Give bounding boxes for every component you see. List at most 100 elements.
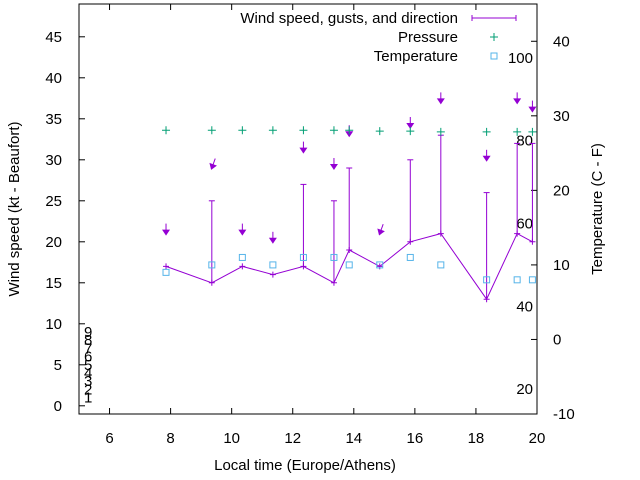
y-left-tick-label: 10: [45, 316, 62, 333]
beaufort-label: 6: [84, 349, 92, 366]
temperature-point: [299, 253, 307, 261]
temperature-point: [483, 276, 491, 284]
arrow-head: [436, 98, 445, 105]
y-right-tick-label: -10: [553, 406, 575, 423]
pressure-point: [162, 126, 171, 135]
temperature-point: [513, 276, 521, 284]
arrow-head: [238, 229, 247, 236]
wind-direction-arrow: [162, 223, 171, 236]
legend-swatch-temperature: [490, 52, 498, 60]
pressure-point: [482, 127, 491, 136]
wind-speed-point: [208, 279, 215, 286]
pressure-point: [528, 127, 537, 136]
y-left-tick-label: 0: [54, 398, 62, 415]
x-tick-label: 8: [166, 430, 174, 447]
y-left-tick-label: 35: [45, 111, 62, 128]
beaufort-label: 7: [84, 340, 92, 357]
wind-speed-point: [300, 263, 307, 270]
wind-direction-arrow: [268, 231, 277, 244]
arrow-head: [482, 155, 491, 162]
pressure-point: [238, 126, 247, 135]
pressure-point: [436, 127, 445, 136]
beaufort-label: 8: [84, 332, 92, 349]
fahrenheit-label: 40: [516, 298, 533, 315]
arrow-head: [528, 106, 537, 113]
arrow-head: [406, 123, 415, 129]
wind-speed-point: [239, 263, 246, 270]
y-left-tick-label: 25: [45, 193, 62, 210]
wind-speed-point: [346, 247, 353, 253]
legend-label: Pressure: [398, 29, 458, 46]
fahrenheit-label: 80: [516, 133, 533, 150]
pressure-point: [513, 127, 522, 136]
y-axis-left-title: Wind speed (kt - Beaufort): [6, 121, 23, 296]
arrow-head: [377, 228, 385, 236]
wind-direction-arrow: [238, 223, 247, 236]
pressure-point: [329, 126, 338, 135]
y-left-tick-label: 15: [45, 275, 62, 292]
wind-speed-point: [529, 238, 536, 245]
beaufort-label: 1: [84, 390, 92, 407]
temperature-point: [406, 253, 414, 261]
wind-speed-point: [163, 263, 170, 270]
beaufort-label: 2: [84, 381, 92, 398]
arrow-head: [513, 98, 522, 105]
fahrenheit-label: 60: [516, 215, 533, 232]
y-right-tick-label: 30: [553, 108, 570, 125]
temperature-point: [528, 276, 536, 284]
pressure-point: [375, 127, 384, 136]
wind-direction-arrow: [209, 158, 217, 170]
wind-speed-point: [514, 230, 521, 237]
y-left-tick-label: 30: [45, 152, 62, 169]
x-tick-label: 12: [284, 430, 301, 447]
legend-label: Wind speed, gusts, and direction: [240, 10, 458, 27]
wind-direction-arrow: [513, 92, 522, 105]
x-tick-label: 18: [468, 430, 485, 447]
y-right-tick-label: 0: [553, 331, 561, 348]
y-left-tick-label: 5: [54, 357, 62, 374]
arrow-head: [209, 162, 217, 170]
beaufort-label: 5: [84, 357, 92, 374]
x-tick-label: 10: [223, 430, 240, 447]
temperature-point: [330, 253, 338, 261]
arrow-head: [299, 147, 308, 154]
series-layer: [162, 92, 537, 303]
temperature-point: [437, 261, 445, 269]
temperature-point: [376, 261, 384, 269]
arrow-head: [329, 164, 338, 170]
y-left-tick-label: 45: [45, 29, 62, 46]
wind-speed-point: [483, 296, 490, 303]
y-left-tick-label: 40: [45, 70, 62, 87]
wind-speed-point: [330, 279, 337, 286]
wind-direction-arrow: [329, 158, 338, 170]
temperature-point: [345, 261, 353, 269]
beaufort-label: 4: [84, 365, 92, 382]
legend-label: Temperature: [374, 48, 458, 65]
beaufort-label: 9: [84, 324, 92, 341]
pressure-point: [406, 127, 415, 136]
wind-speed-point: [407, 238, 414, 245]
temperature-point: [208, 261, 216, 269]
temperature-point: [269, 261, 277, 269]
pressure-point: [268, 126, 277, 135]
temperature-point: [238, 253, 246, 261]
legend-swatch-pressure: [490, 33, 498, 41]
x-tick-label: 16: [407, 430, 424, 447]
tick-layer: 6 8 10 12 14 16 18 20051015202530354045-1001020…: [45, 4, 575, 447]
wind-direction-arrow: [436, 92, 445, 105]
y-axis-right-title: Temperature (C - F): [589, 143, 606, 275]
fahrenheit-label: 20: [516, 381, 533, 398]
y-left-tick-label: 20: [45, 234, 62, 251]
x-tick-label: 20: [529, 430, 546, 447]
x-tick-label: 6: [105, 430, 113, 447]
pressure-point: [299, 126, 308, 135]
temperature-point: [162, 268, 170, 276]
legend: Wind speed, gusts, and direction Pressure…: [240, 10, 517, 65]
plot-frame: [78, 3, 538, 415]
y-right-tick-label: 40: [553, 33, 570, 50]
wind-speed-point: [269, 271, 276, 278]
x-axis-title: Local time (Europe/Athens): [214, 457, 396, 474]
wind-direction-arrow: [377, 224, 385, 236]
arrow-head: [268, 237, 277, 244]
